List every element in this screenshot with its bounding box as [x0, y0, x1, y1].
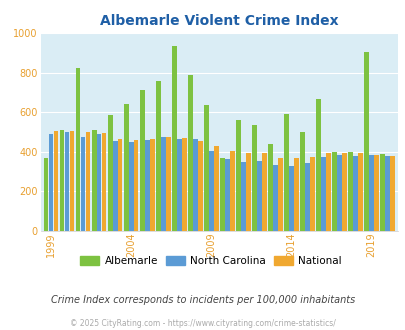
- Bar: [256, 161, 261, 231]
- Bar: [363, 52, 368, 231]
- Bar: [304, 163, 309, 231]
- Bar: [96, 134, 101, 231]
- Bar: [336, 155, 341, 231]
- Bar: [64, 132, 69, 231]
- Legend: Albemarle, North Carolina, National: Albemarle, North Carolina, National: [76, 252, 345, 270]
- Bar: [331, 152, 336, 231]
- Bar: [373, 155, 378, 231]
- Bar: [325, 153, 330, 231]
- Bar: [156, 81, 160, 231]
- Bar: [117, 139, 122, 231]
- Bar: [299, 132, 304, 231]
- Bar: [181, 138, 186, 231]
- Bar: [75, 68, 80, 231]
- Bar: [85, 132, 90, 231]
- Bar: [133, 140, 138, 231]
- Bar: [309, 157, 314, 231]
- Bar: [69, 131, 74, 231]
- Bar: [224, 159, 229, 231]
- Bar: [347, 152, 352, 231]
- Bar: [352, 156, 357, 231]
- Bar: [220, 158, 224, 231]
- Bar: [107, 115, 112, 231]
- Bar: [92, 130, 96, 231]
- Bar: [293, 158, 298, 231]
- Bar: [81, 137, 85, 231]
- Bar: [149, 139, 154, 231]
- Bar: [203, 105, 208, 231]
- Title: Albemarle Violent Crime Index: Albemarle Violent Crime Index: [100, 14, 338, 28]
- Bar: [128, 142, 133, 231]
- Bar: [235, 120, 240, 231]
- Bar: [245, 153, 250, 231]
- Bar: [277, 158, 282, 231]
- Bar: [49, 134, 53, 231]
- Bar: [124, 104, 128, 231]
- Bar: [341, 153, 346, 231]
- Bar: [192, 139, 197, 231]
- Bar: [315, 99, 320, 231]
- Bar: [240, 162, 245, 231]
- Bar: [267, 144, 272, 231]
- Bar: [165, 137, 170, 231]
- Bar: [389, 156, 394, 231]
- Bar: [288, 166, 293, 231]
- Text: © 2025 CityRating.com - https://www.cityrating.com/crime-statistics/: © 2025 CityRating.com - https://www.city…: [70, 319, 335, 328]
- Bar: [188, 75, 192, 231]
- Bar: [357, 153, 362, 231]
- Bar: [384, 156, 389, 231]
- Bar: [53, 131, 58, 231]
- Bar: [320, 157, 325, 231]
- Bar: [60, 130, 64, 231]
- Bar: [171, 46, 176, 231]
- Bar: [113, 141, 117, 231]
- Bar: [139, 90, 144, 231]
- Bar: [176, 139, 181, 231]
- Bar: [160, 137, 165, 231]
- Bar: [197, 141, 202, 231]
- Bar: [208, 151, 213, 231]
- Bar: [229, 151, 234, 231]
- Bar: [379, 154, 384, 231]
- Bar: [43, 158, 48, 231]
- Text: Crime Index corresponds to incidents per 100,000 inhabitants: Crime Index corresponds to incidents per…: [51, 295, 354, 305]
- Bar: [213, 146, 218, 231]
- Bar: [272, 165, 277, 231]
- Bar: [261, 153, 266, 231]
- Bar: [252, 125, 256, 231]
- Bar: [283, 114, 288, 231]
- Bar: [368, 155, 373, 231]
- Bar: [145, 140, 149, 231]
- Bar: [101, 133, 106, 231]
